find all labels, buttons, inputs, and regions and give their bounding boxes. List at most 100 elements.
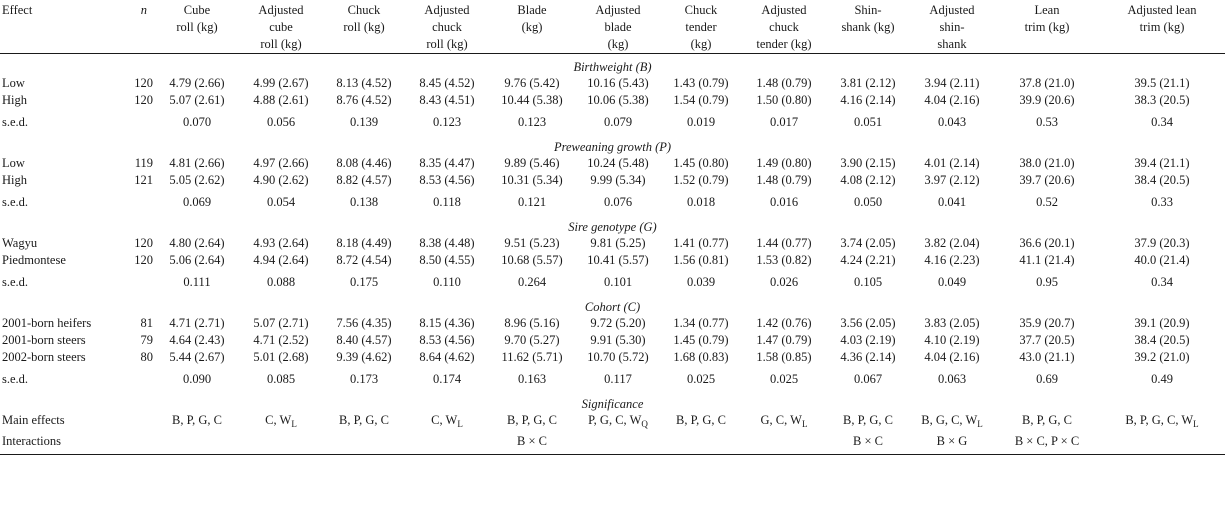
table-cell: 9.81 (5.25) (590, 236, 646, 250)
table-cell: 5.06 (2.64) (169, 253, 225, 267)
row-n (115, 366, 155, 391)
column-header-line: roll (kg) (343, 20, 385, 34)
column-header-line: Adjusted (761, 3, 807, 17)
table-cell: 1.48 (0.79) (756, 173, 812, 187)
table-cell: 1.68 (0.83) (673, 350, 729, 364)
table-cell: 9.91 (5.30) (590, 333, 646, 347)
table-cell: 10.41 (5.57) (587, 253, 649, 267)
significance-text: B, P, G, C (675, 413, 727, 427)
table-cell: 1.45 (0.79) (673, 333, 729, 347)
sed-cell: 0.121 (517, 195, 547, 209)
column-header-line: (kg) (607, 37, 629, 51)
table-cell: 5.05 (2.62) (169, 173, 225, 187)
table-cell: 9.70 (5.27) (504, 333, 560, 347)
sed-cell: 0.69 (1036, 372, 1058, 386)
row-label: 2001-born heifers (2, 316, 92, 330)
sed-cell: 0.101 (603, 275, 633, 289)
column-header-cube-roll: Cube roll (kg) (155, 2, 239, 54)
table-cell: 38.4 (20.5) (1134, 173, 1190, 187)
column-header-line: chuck (769, 20, 799, 34)
sed-cell: 0.063 (937, 372, 967, 386)
column-header-line: Adjusted (595, 3, 641, 17)
sed-cell: 0.090 (182, 372, 212, 386)
row-n: 80 (140, 350, 154, 364)
significance-text: B, G, C, W (921, 413, 978, 427)
sed-cell: 0.33 (1151, 195, 1173, 209)
table-cell: 8.53 (4.56) (419, 173, 475, 187)
section-row-birthweight: Birthweight (B) (0, 54, 1225, 76)
table-cell: 8.72 (4.54) (336, 253, 392, 267)
table-cell: 4.64 (2.43) (169, 333, 225, 347)
table-cell: 41.1 (21.4) (1019, 253, 1075, 267)
sed-cell: 0.118 (433, 195, 461, 209)
row-n: 120 (134, 236, 153, 250)
column-header-chuck-roll: Chuck roll (kg) (323, 2, 405, 54)
row-label: 2002-born steers (2, 350, 86, 364)
table-cell: 4.80 (2.64) (169, 236, 225, 250)
row-n: 120 (134, 93, 153, 107)
sed-cell: 0.95 (1036, 275, 1058, 289)
table-cell: 1.54 (0.79) (673, 93, 729, 107)
interaction-cell: B × C, P × C (995, 433, 1099, 455)
column-header-line: roll (kg) (176, 20, 218, 34)
table-cell: 8.96 (5.16) (504, 316, 560, 330)
row-label: Main effects (2, 413, 65, 427)
significance-cell: B, G, C, WL (909, 412, 995, 433)
table-cell: 39.2 (21.0) (1134, 350, 1190, 364)
section-row-cohort: Cohort (C) (0, 294, 1225, 315)
interaction-cell (575, 433, 661, 455)
table-cell: 10.16 (5.43) (587, 76, 649, 90)
column-header-adj-chuck-tender: Adjusted chuck tender (kg) (741, 2, 827, 54)
table-cell: 1.44 (0.77) (756, 236, 812, 250)
column-header-line: Shin- (854, 3, 882, 17)
table-cell: 4.81 (2.66) (169, 156, 225, 170)
table-cell: 4.03 (2.19) (840, 333, 896, 347)
interaction-cell (661, 433, 741, 455)
table-cell: 38.4 (20.5) (1134, 333, 1190, 347)
table-row: Wagyu 120 4.80 (2.64) 4.93 (2.64) 8.18 (4.49… (0, 235, 1225, 252)
table-cell: 5.07 (2.61) (169, 93, 225, 107)
significance-text: B, P, G, C (842, 413, 894, 427)
table-cell: 1.48 (0.79) (756, 76, 812, 90)
table-cell: 10.68 (5.57) (501, 253, 563, 267)
sed-cell: 0.043 (937, 115, 967, 129)
column-header-adj-chuck-roll: Adjusted chuck roll (kg) (405, 2, 489, 54)
sed-cell: 0.049 (937, 275, 967, 289)
column-header-line: Lean (1034, 3, 1060, 17)
row-n (115, 189, 155, 214)
sed-row: s.e.d. 0.070 0.056 0.139 0.123 0.123 0.079 0.01… (0, 109, 1225, 134)
table-cell: 8.08 (4.46) (336, 156, 392, 170)
interaction-cell (239, 433, 323, 455)
table-cell: 9.99 (5.34) (590, 173, 646, 187)
column-header-lean-trim: Lean trim (kg) (995, 2, 1099, 54)
table-cell: 4.16 (2.14) (840, 93, 896, 107)
subscript: Q (641, 419, 648, 429)
sed-cell: 0.085 (266, 372, 296, 386)
significance-cell: C, WL (239, 412, 323, 433)
table-cell: 8.53 (4.56) (419, 333, 475, 347)
sed-cell: 0.067 (853, 372, 883, 386)
column-header-line: roll (kg) (260, 37, 302, 51)
sed-cell: 0.139 (349, 115, 379, 129)
sed-cell: 0.49 (1151, 372, 1173, 386)
table-cell: 9.76 (5.42) (504, 76, 560, 90)
table-cell: 4.16 (2.23) (924, 253, 980, 267)
row-n (115, 109, 155, 134)
table-cell: 3.81 (2.12) (840, 76, 896, 90)
significance-cell: B, P, G, C (489, 412, 575, 433)
interaction-cell (405, 433, 489, 455)
sed-cell: 0.054 (266, 195, 296, 209)
row-label: Interactions (0, 433, 115, 455)
row-n: 81 (140, 316, 154, 330)
table-cell: 39.9 (20.6) (1019, 93, 1075, 107)
significance-cell: B, P, G, C (661, 412, 741, 433)
significance-cell: B, P, G, C (827, 412, 909, 433)
column-header-line: roll (kg) (426, 37, 468, 51)
significance-cell: B, P, G, C (995, 412, 1099, 433)
significance-cell: G, C, WL (741, 412, 827, 433)
column-header-line: (kg) (690, 37, 712, 51)
table-cell: 4.99 (2.67) (253, 76, 309, 90)
table-cell: 1.56 (0.81) (673, 253, 729, 267)
column-header-adj-blade: Adjusted blade (kg) (575, 2, 661, 54)
significance-text: B, P, G, C (1021, 413, 1073, 427)
